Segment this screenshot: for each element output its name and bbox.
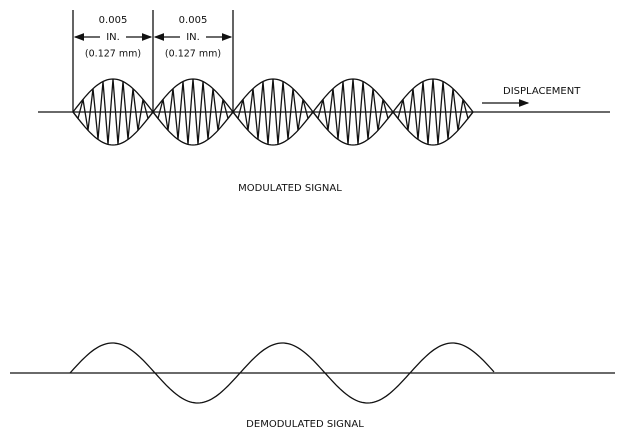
dimension-metric: (0.127 mm) bbox=[165, 49, 221, 60]
modulated-group: 0.005 IN. (0.127 mm) 0.005 IN. (0.127 mm… bbox=[38, 10, 610, 194]
dimension-unit: IN. bbox=[106, 32, 120, 43]
modulated-label: MODULATED SIGNAL bbox=[238, 183, 342, 194]
dimension-value: 0.005 bbox=[179, 15, 208, 26]
demodulated-label: DEMODULATED SIGNAL bbox=[246, 419, 364, 430]
dimension-unit: IN. bbox=[186, 32, 200, 43]
sine-wave bbox=[69, 342, 495, 404]
dimension-metric: (0.127 mm) bbox=[85, 49, 141, 60]
demodulated-group: DEMODULATED SIGNAL bbox=[10, 342, 615, 430]
dimension-value: 0.005 bbox=[99, 15, 128, 26]
displacement-label: DISPLACEMENT bbox=[503, 86, 581, 97]
envelope bbox=[72, 78, 474, 146]
